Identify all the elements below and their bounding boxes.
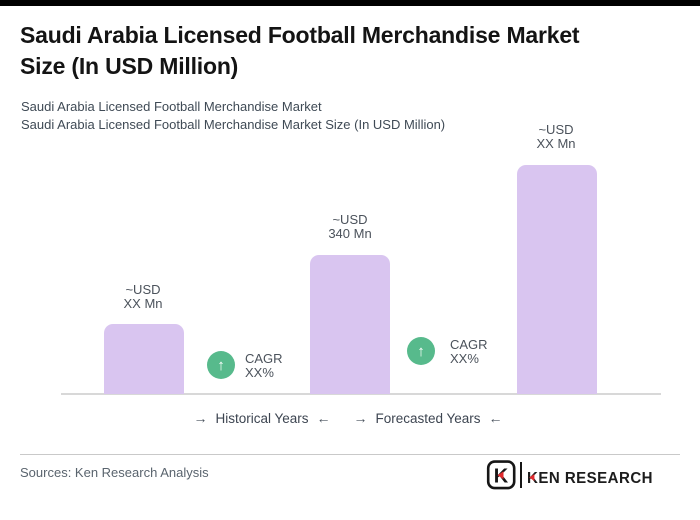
ken-research-logo: K KEN RESEARCH	[486, 460, 653, 490]
ken-research-emblem-icon: K	[486, 460, 516, 490]
forecasted-years-label: Forecasted Years	[375, 410, 481, 426]
page-title-line2: Size (In USD Million)	[20, 53, 239, 79]
bar-value-label-1: ~USD XX Mn	[83, 283, 203, 311]
arrow-right-icon: →	[353, 410, 368, 426]
historical-years-label: Historical Years	[215, 410, 309, 426]
arrow-left-icon: ←	[316, 410, 331, 426]
logo-separator	[520, 462, 522, 488]
bar-value-label-3: ~USD XX Mn	[496, 123, 616, 151]
arrow-up-icon: ↑	[417, 342, 425, 360]
subtitle-line-1: Saudi Arabia Licensed Football Merchandi…	[21, 99, 322, 114]
cagr-label-2: CAGR XX%	[450, 338, 488, 366]
wordmark-red-arrow	[529, 474, 535, 481]
bar-historical-start	[104, 324, 184, 394]
page-title-line1: Saudi Arabia Licensed Football Merchandi…	[20, 22, 580, 48]
cagr1-line1: CAGR	[245, 351, 283, 366]
cagr2-line1: CAGR	[450, 337, 488, 352]
bar3-label-line2: XX Mn	[536, 136, 576, 151]
x-axis-line	[61, 393, 661, 395]
bar-historical-end	[310, 255, 390, 394]
subtitle-line-2: Saudi Arabia Licensed Football Merchandi…	[21, 117, 446, 132]
bar-value-label-2: ~USD 340 Mn	[290, 213, 410, 241]
bar3-label-line1: ~USD	[538, 122, 574, 137]
top-black-bar	[0, 0, 700, 6]
cagr-growth-badge-2: ↑	[407, 337, 435, 365]
arrow-right-icon: →	[193, 410, 208, 426]
footer-divider	[20, 454, 680, 455]
bar-forecasted	[517, 165, 597, 394]
bar2-label-line2: 340 Mn	[328, 226, 372, 241]
bar2-label-line1: ~USD	[332, 212, 368, 227]
cagr-label-1: CAGR XX%	[245, 352, 283, 380]
brand-wordmark: KEN RESEARCH	[527, 470, 653, 487]
bar1-label-line1: ~USD	[125, 282, 161, 297]
cagr-growth-badge-1: ↑	[207, 351, 235, 379]
cagr1-line2: XX%	[245, 365, 274, 380]
bar1-label-line2: XX Mn	[123, 296, 163, 311]
axis-group-forecasted: → Forecasted Years ←	[338, 410, 518, 426]
emblem-red-arrow	[497, 471, 504, 480]
sources-text: Sources: Ken Research Analysis	[20, 465, 209, 480]
arrow-up-icon: ↑	[217, 356, 225, 374]
arrow-left-icon: ←	[488, 410, 503, 426]
page-title: Saudi Arabia Licensed Football Merchandi…	[20, 20, 682, 82]
cagr2-line2: XX%	[450, 351, 479, 366]
axis-group-historical: → Historical Years ←	[172, 410, 352, 426]
